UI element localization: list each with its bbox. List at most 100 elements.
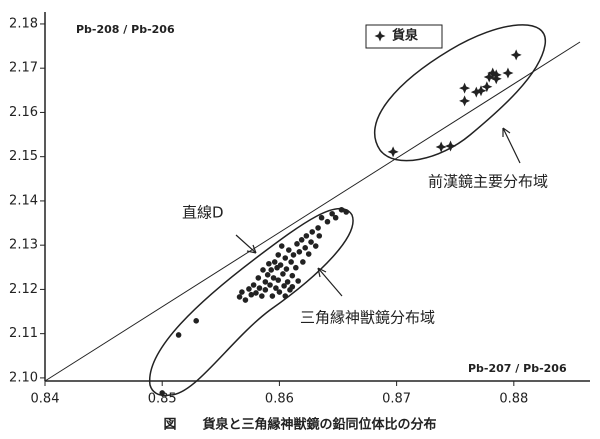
point bbox=[175, 332, 182, 338]
y-tick-label: 2.18 bbox=[9, 16, 38, 31]
point bbox=[305, 251, 312, 257]
legend-marker bbox=[374, 30, 386, 42]
point bbox=[273, 285, 279, 291]
arrows bbox=[235, 127, 521, 297]
region-ellipse bbox=[374, 24, 546, 162]
point bbox=[294, 241, 300, 247]
point bbox=[289, 272, 296, 279]
y-tick-label: 2.16 bbox=[9, 105, 38, 120]
point bbox=[268, 267, 275, 273]
point bbox=[475, 85, 487, 97]
y-tick-label: 2.10 bbox=[9, 370, 38, 385]
point bbox=[262, 279, 269, 285]
point bbox=[193, 318, 199, 324]
annotation: 三角縁神獣鏡分布域 bbox=[300, 309, 435, 327]
point bbox=[282, 293, 289, 299]
annotation: 前漢鏡主要分布域 bbox=[428, 173, 548, 191]
point bbox=[459, 82, 471, 94]
arrow bbox=[235, 234, 257, 254]
point bbox=[239, 289, 245, 295]
point bbox=[269, 293, 276, 299]
legend-label: 貨泉 bbox=[392, 28, 419, 44]
y-tick-label: 2.12 bbox=[9, 282, 38, 297]
annotation: 直線D bbox=[182, 204, 224, 222]
point bbox=[343, 209, 350, 215]
point bbox=[280, 271, 286, 277]
point bbox=[259, 293, 265, 299]
line-d bbox=[44, 41, 581, 382]
point bbox=[338, 206, 345, 213]
arrow bbox=[317, 267, 343, 297]
point bbox=[283, 266, 290, 272]
point bbox=[270, 275, 277, 281]
point bbox=[275, 252, 282, 258]
y-tick-label: 2.17 bbox=[9, 61, 38, 76]
x-tick-label: 0.88 bbox=[499, 392, 528, 407]
point bbox=[300, 259, 306, 265]
point bbox=[288, 259, 294, 265]
point bbox=[281, 283, 287, 289]
point bbox=[332, 214, 339, 221]
point bbox=[445, 140, 457, 152]
point bbox=[295, 278, 301, 284]
region-ellipse bbox=[149, 207, 354, 397]
point bbox=[282, 255, 289, 261]
point bbox=[260, 267, 266, 273]
x-tick-label: 0.86 bbox=[265, 392, 294, 407]
point bbox=[459, 95, 471, 107]
point bbox=[483, 71, 495, 83]
point bbox=[271, 259, 278, 265]
point bbox=[387, 146, 399, 158]
point bbox=[318, 214, 325, 221]
y-axis-label: Pb-208 / Pb-206 bbox=[76, 23, 175, 36]
y-tick-label: 2.11 bbox=[9, 326, 38, 341]
point bbox=[290, 252, 297, 258]
x-tick-label: 0.84 bbox=[31, 392, 60, 407]
y-tick-label: 2.13 bbox=[9, 238, 38, 253]
point bbox=[293, 264, 299, 271]
point bbox=[264, 272, 271, 278]
point bbox=[298, 237, 305, 243]
point bbox=[255, 275, 262, 281]
arrow bbox=[502, 127, 521, 164]
point bbox=[487, 67, 499, 79]
x-axis-label: Pb-207 / Pb-206 bbox=[468, 362, 567, 375]
point bbox=[329, 210, 335, 217]
y-tick-label: 2.14 bbox=[9, 193, 38, 208]
point bbox=[276, 289, 283, 295]
point bbox=[256, 285, 263, 291]
point bbox=[267, 282, 273, 288]
point bbox=[266, 260, 272, 267]
point bbox=[470, 86, 482, 98]
point bbox=[309, 229, 316, 235]
point bbox=[481, 81, 493, 93]
point bbox=[253, 290, 259, 296]
x-tick-label: 0.85 bbox=[148, 392, 177, 407]
point bbox=[435, 141, 447, 153]
point bbox=[502, 67, 514, 79]
point bbox=[308, 239, 314, 245]
point bbox=[289, 283, 296, 290]
point bbox=[303, 233, 310, 239]
x-tick-label: 0.87 bbox=[382, 392, 411, 407]
point bbox=[246, 286, 252, 292]
point bbox=[324, 218, 331, 225]
point bbox=[510, 49, 522, 61]
point bbox=[242, 297, 249, 303]
point bbox=[296, 249, 303, 255]
point bbox=[159, 390, 166, 396]
point bbox=[302, 245, 308, 251]
point bbox=[262, 287, 269, 293]
y-tick-label: 2.15 bbox=[9, 149, 38, 164]
point bbox=[312, 243, 319, 249]
point bbox=[250, 282, 257, 288]
point bbox=[285, 247, 292, 253]
point bbox=[275, 277, 282, 283]
caption: 図 貨泉と三角縁神獣鏡の鉛同位体比の分布 bbox=[163, 417, 436, 433]
point bbox=[277, 262, 284, 268]
point bbox=[316, 233, 323, 239]
point bbox=[248, 291, 255, 298]
point bbox=[278, 243, 285, 249]
